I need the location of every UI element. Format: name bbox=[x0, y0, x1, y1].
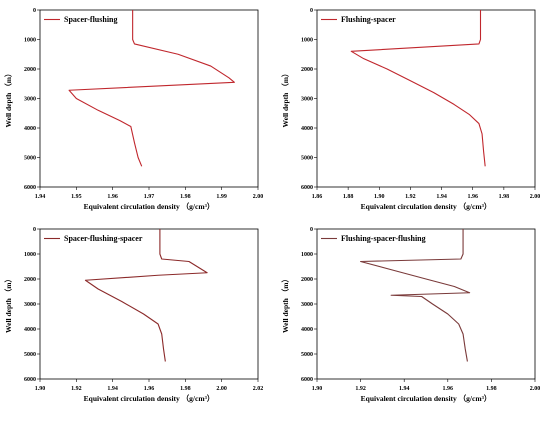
x-tick-label: 2.00 bbox=[530, 194, 541, 200]
y-tick-label: 1000 bbox=[301, 252, 313, 258]
y-tick-label: 5000 bbox=[301, 352, 313, 358]
x-tick-label: 2.00 bbox=[530, 386, 541, 392]
x-tick-label: 1.98 bbox=[180, 386, 191, 392]
series-line bbox=[68, 10, 235, 167]
y-tick-label: 0 bbox=[33, 227, 36, 233]
y-tick-label: 4000 bbox=[24, 126, 36, 132]
x-tick-label: 1.99 bbox=[216, 194, 227, 200]
chart-panel-spacer-flushing: 1.94 1.95 1.96 1.97 1.98 1.99 2.00 0 1000 2000 300… bbox=[3, 8, 263, 211]
x-tick-label: 1.96 bbox=[144, 386, 155, 392]
y-axis-label: Well depth （m） bbox=[3, 275, 13, 333]
x-tick-label: 1.90 bbox=[35, 386, 46, 392]
y-tick-label: 2000 bbox=[301, 277, 313, 283]
y-tick-label: 2000 bbox=[24, 67, 36, 73]
x-tick-label: 1.98 bbox=[486, 386, 497, 392]
y-tick-label: 6000 bbox=[301, 185, 313, 191]
y-tick-label: 0 bbox=[310, 227, 313, 233]
x-tick-label: 1.96 bbox=[107, 194, 118, 200]
x-tick-label: 1.90 bbox=[374, 194, 385, 200]
y-tick-label: 2000 bbox=[301, 67, 313, 73]
series-line bbox=[350, 10, 486, 167]
x-tick-label: 1.95 bbox=[71, 194, 82, 200]
x-tick-label: 1.86 bbox=[312, 194, 323, 200]
x-tick-label: 1.90 bbox=[312, 386, 323, 392]
chart-panel-flushing-spacer: 1.86 1.88 1.90 1.92 1.94 1.96 1.98 2.00 0 1000 200… bbox=[280, 8, 540, 211]
x-tick-label: 1.97 bbox=[144, 194, 155, 200]
y-tick-label: 5000 bbox=[24, 156, 36, 162]
y-tick-label: 1000 bbox=[24, 252, 36, 258]
y-tick-label: 6000 bbox=[24, 185, 36, 191]
y-axis-label: Well depth （m） bbox=[3, 70, 13, 128]
legend-label: Spacer-flushing bbox=[64, 15, 118, 24]
x-tick-label: 2.00 bbox=[216, 386, 227, 392]
x-tick-label: 1.96 bbox=[443, 386, 454, 392]
y-axis-label: Well depth （m） bbox=[280, 70, 290, 128]
legend-label: Flushing-spacer bbox=[341, 15, 396, 24]
y-tick-label: 1000 bbox=[301, 38, 313, 44]
x-tick-label: 1.92 bbox=[71, 386, 82, 392]
y-tick-label: 5000 bbox=[301, 156, 313, 162]
y-tick-label: 3000 bbox=[301, 302, 313, 308]
chart-panel-flushing-spacer-flushing: 1.90 1.92 1.94 1.96 1.98 2.00 0 1000 2000 3000 400… bbox=[280, 227, 540, 403]
x-axis-label: Equivalent circulation density （g/cm³） bbox=[84, 393, 215, 403]
x-tick-label: 1.92 bbox=[355, 386, 366, 392]
y-tick-label: 4000 bbox=[301, 327, 313, 333]
y-tick-label: 5000 bbox=[24, 352, 36, 358]
x-axis-label: Equivalent circulation density （g/cm³） bbox=[84, 201, 215, 211]
y-tick-label: 4000 bbox=[24, 327, 36, 333]
plot-frame bbox=[316, 228, 536, 380]
plot-frame bbox=[316, 9, 536, 188]
y-tick-label: 1000 bbox=[24, 38, 36, 44]
y-axis-label: Well depth （m） bbox=[280, 275, 290, 333]
y-tick-label: 6000 bbox=[24, 377, 36, 383]
x-tick-label: 1.94 bbox=[107, 386, 118, 392]
x-tick-label: 1.98 bbox=[180, 194, 191, 200]
x-axis-label: Equivalent circulation density （g/cm³） bbox=[361, 201, 492, 211]
x-axis-label: Equivalent circulation density （g/cm³） bbox=[361, 393, 492, 403]
plot-frame bbox=[39, 228, 259, 380]
y-tick-label: 3000 bbox=[24, 97, 36, 103]
x-tick-label: 1.92 bbox=[405, 194, 416, 200]
x-tick-label: 2.00 bbox=[253, 194, 264, 200]
series-line bbox=[84, 229, 208, 362]
legend-label: Flushing-spacer-flushing bbox=[341, 234, 426, 243]
y-tick-label: 2000 bbox=[24, 277, 36, 283]
y-tick-label: 3000 bbox=[24, 302, 36, 308]
y-tick-label: 0 bbox=[33, 8, 36, 14]
x-tick-label: 2.02 bbox=[253, 386, 264, 392]
y-tick-label: 3000 bbox=[301, 97, 313, 103]
y-tick-label: 6000 bbox=[301, 377, 313, 383]
x-tick-label: 1.94 bbox=[35, 194, 46, 200]
series-line bbox=[360, 229, 471, 362]
x-tick-label: 1.96 bbox=[467, 194, 478, 200]
x-tick-label: 1.94 bbox=[436, 194, 447, 200]
legend-label: Spacer-flushing-spacer bbox=[64, 234, 143, 243]
plot-frame bbox=[39, 9, 259, 188]
x-tick-label: 1.88 bbox=[343, 194, 354, 200]
y-tick-label: 4000 bbox=[301, 126, 313, 132]
y-tick-label: 0 bbox=[310, 8, 313, 14]
x-tick-label: 1.98 bbox=[499, 194, 510, 200]
x-tick-label: 1.94 bbox=[399, 386, 410, 392]
chart-panel-spacer-flushing-spacer: 1.90 1.92 1.94 1.96 1.98 2.00 2.02 0 1000 2000 300… bbox=[3, 227, 263, 403]
